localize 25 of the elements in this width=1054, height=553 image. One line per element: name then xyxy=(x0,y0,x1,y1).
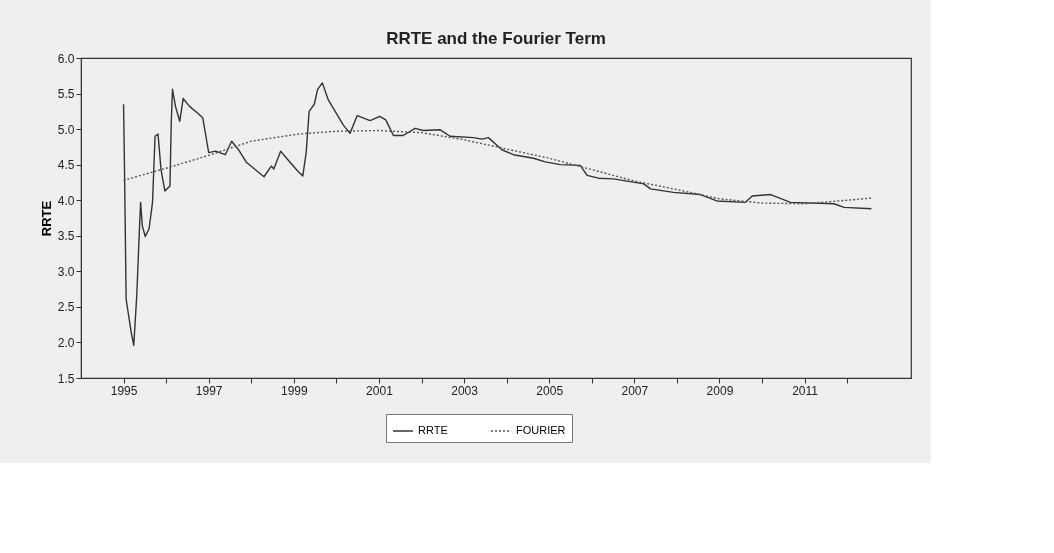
chart-title: RRTE and the Fourier Term xyxy=(386,29,606,48)
y-axis-title: RRTE xyxy=(38,200,54,237)
line-series xyxy=(122,82,873,346)
x-tick-label: 1997 xyxy=(195,383,223,398)
line-series xyxy=(122,129,873,205)
x-tick-label: 2005 xyxy=(536,383,564,398)
x-tick-label: 2001 xyxy=(366,383,394,398)
x-tick-label: 2003 xyxy=(451,383,479,398)
legend-label: FOURIER xyxy=(516,424,566,436)
y-tick-label: 2.5 xyxy=(57,300,75,315)
y-tick-label: 4.0 xyxy=(57,193,75,208)
y-tick-label: 3.0 xyxy=(57,264,75,279)
x-tick-label: 2009 xyxy=(706,383,734,398)
x-tick-label: 1999 xyxy=(280,383,308,398)
x-tick-label: 1995 xyxy=(110,383,138,398)
y-tick-label: 2.0 xyxy=(57,335,75,350)
y-tick-label: 6.0 xyxy=(57,51,75,66)
y-tick-label: 1.5 xyxy=(57,371,75,386)
x-tick-label: 2007 xyxy=(621,383,649,398)
y-tick-label: 5.0 xyxy=(57,122,75,137)
y-tick-label: 4.5 xyxy=(57,158,75,173)
legend-label: RRTE xyxy=(418,424,448,436)
y-tick-label: 3.5 xyxy=(57,229,75,244)
x-tick-label: 2011 xyxy=(792,383,819,398)
y-tick-label: 5.5 xyxy=(57,87,75,102)
